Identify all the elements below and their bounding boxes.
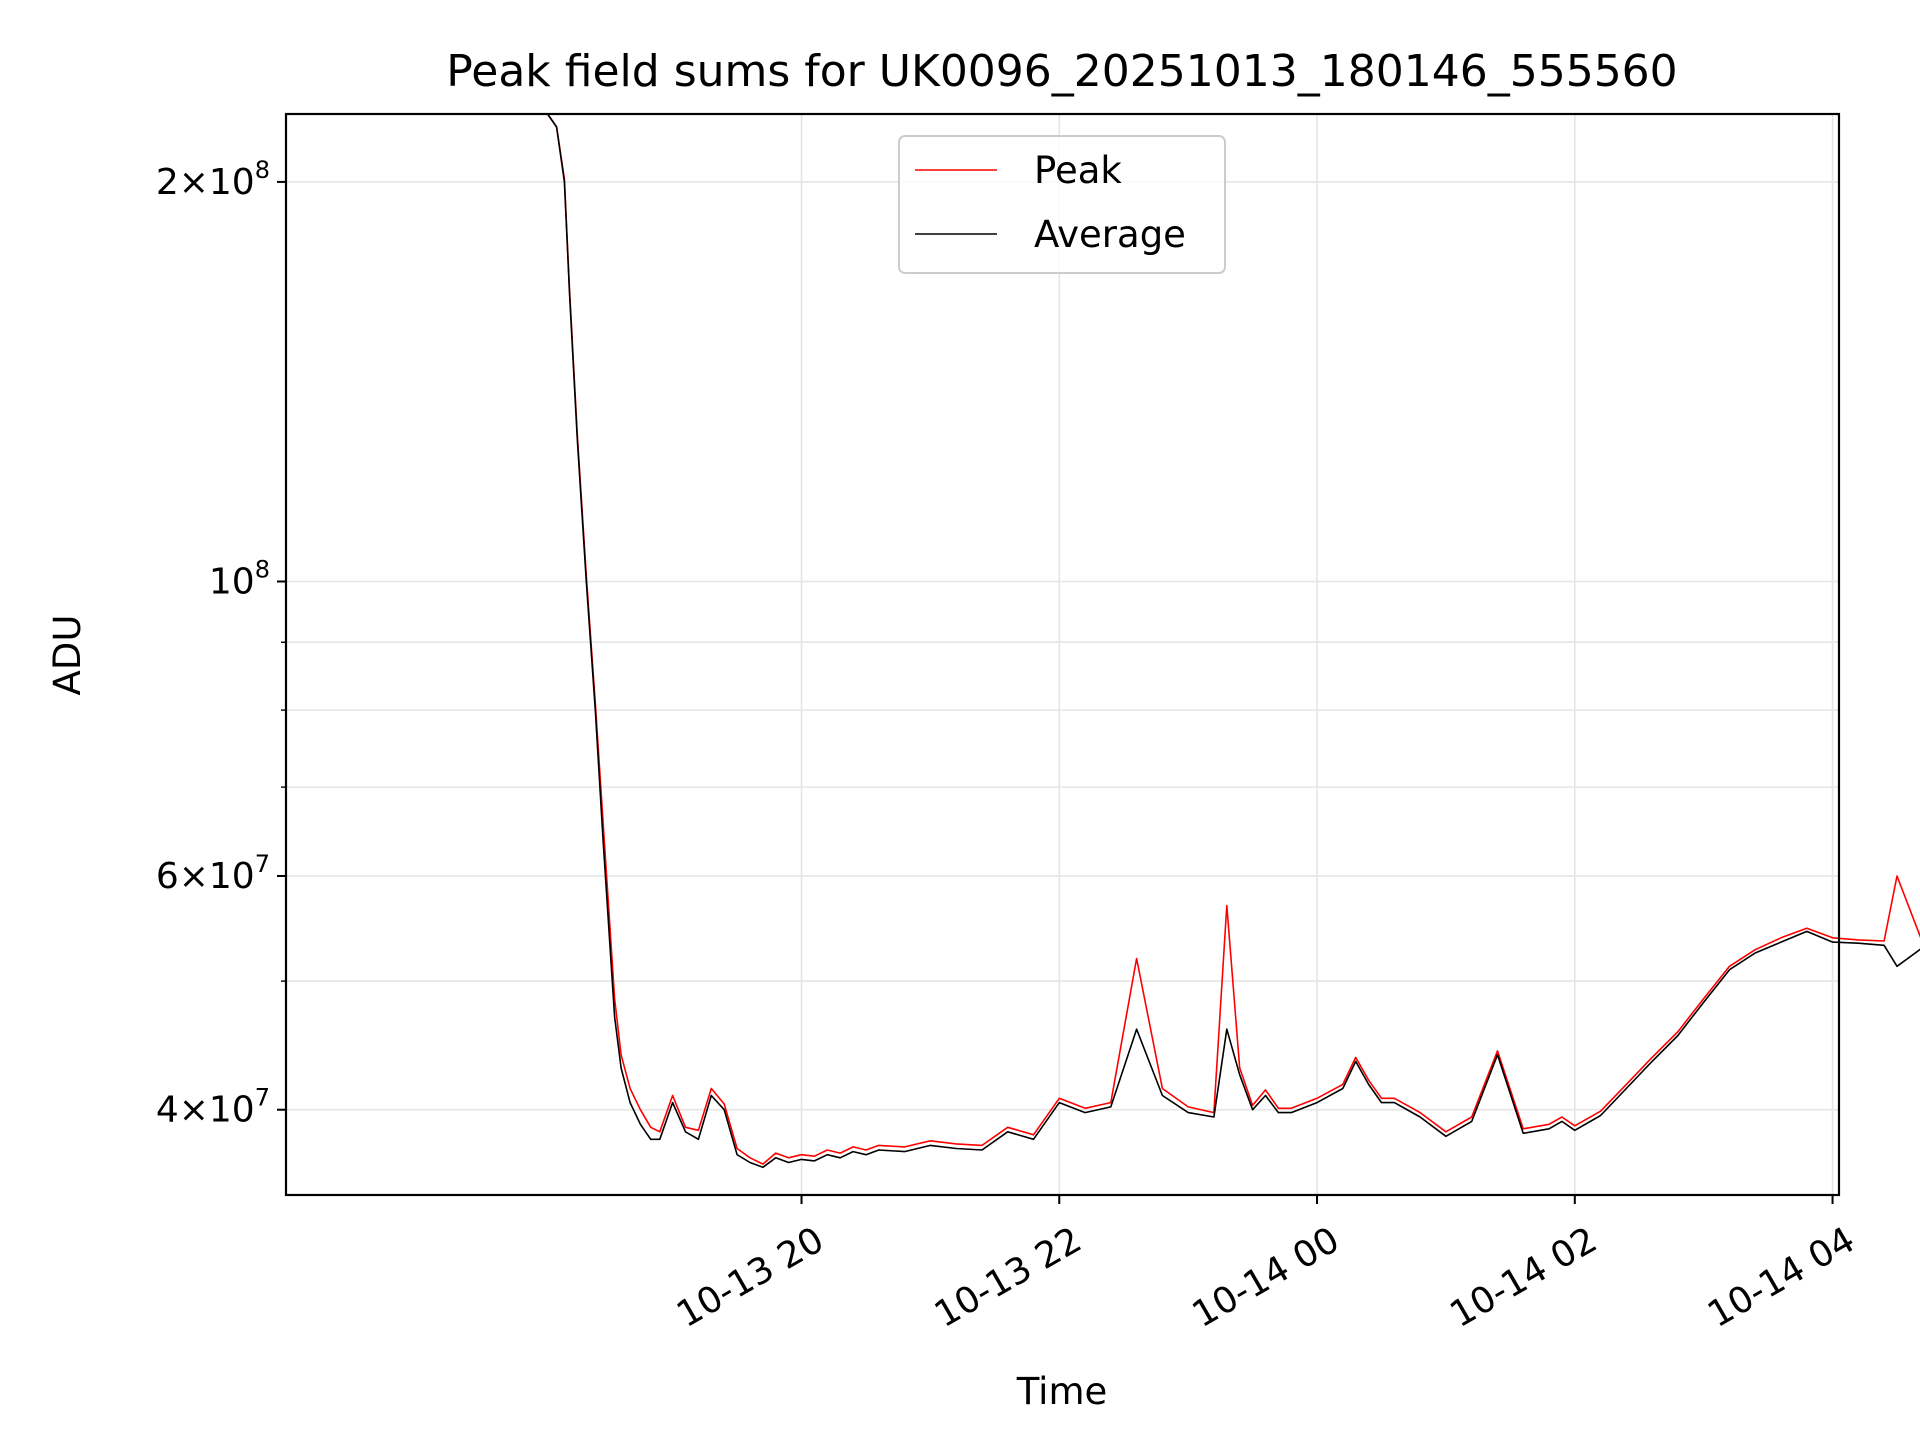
legend-label-peak: Peak [1034,149,1122,192]
series-group [546,113,1920,1169]
y-tick-exponent: 8 [255,555,270,583]
y-tick-label: 6×107 [156,850,270,897]
legend-label-average: Average [1034,213,1186,256]
y-tick-exponent: 8 [255,156,270,184]
y-tick-label: 2×108 [156,156,270,203]
y-tick-base: 2×10 [156,162,255,203]
series-line-peak [546,113,1920,1165]
y-tick-exponent: 7 [255,1084,270,1112]
plot-frame [284,112,1841,1197]
series-line-average [546,113,1920,1169]
chart-title: Peak field sums for UK0096_20251013_1801… [446,46,1677,97]
x-axis-label: Time [1016,1370,1108,1413]
y-tick-label: 108 [209,555,270,602]
legend: Peak Average [898,135,1226,274]
y-tick-base: 6×10 [156,856,255,897]
y-tick-exponent: 7 [255,850,270,878]
y-tick-label: 4×107 [156,1084,270,1131]
y-axis-label: ADU [46,615,89,696]
y-tick-base: 4×10 [156,1090,255,1131]
y-tick-base: 10 [209,561,255,602]
grid [286,114,1839,1195]
